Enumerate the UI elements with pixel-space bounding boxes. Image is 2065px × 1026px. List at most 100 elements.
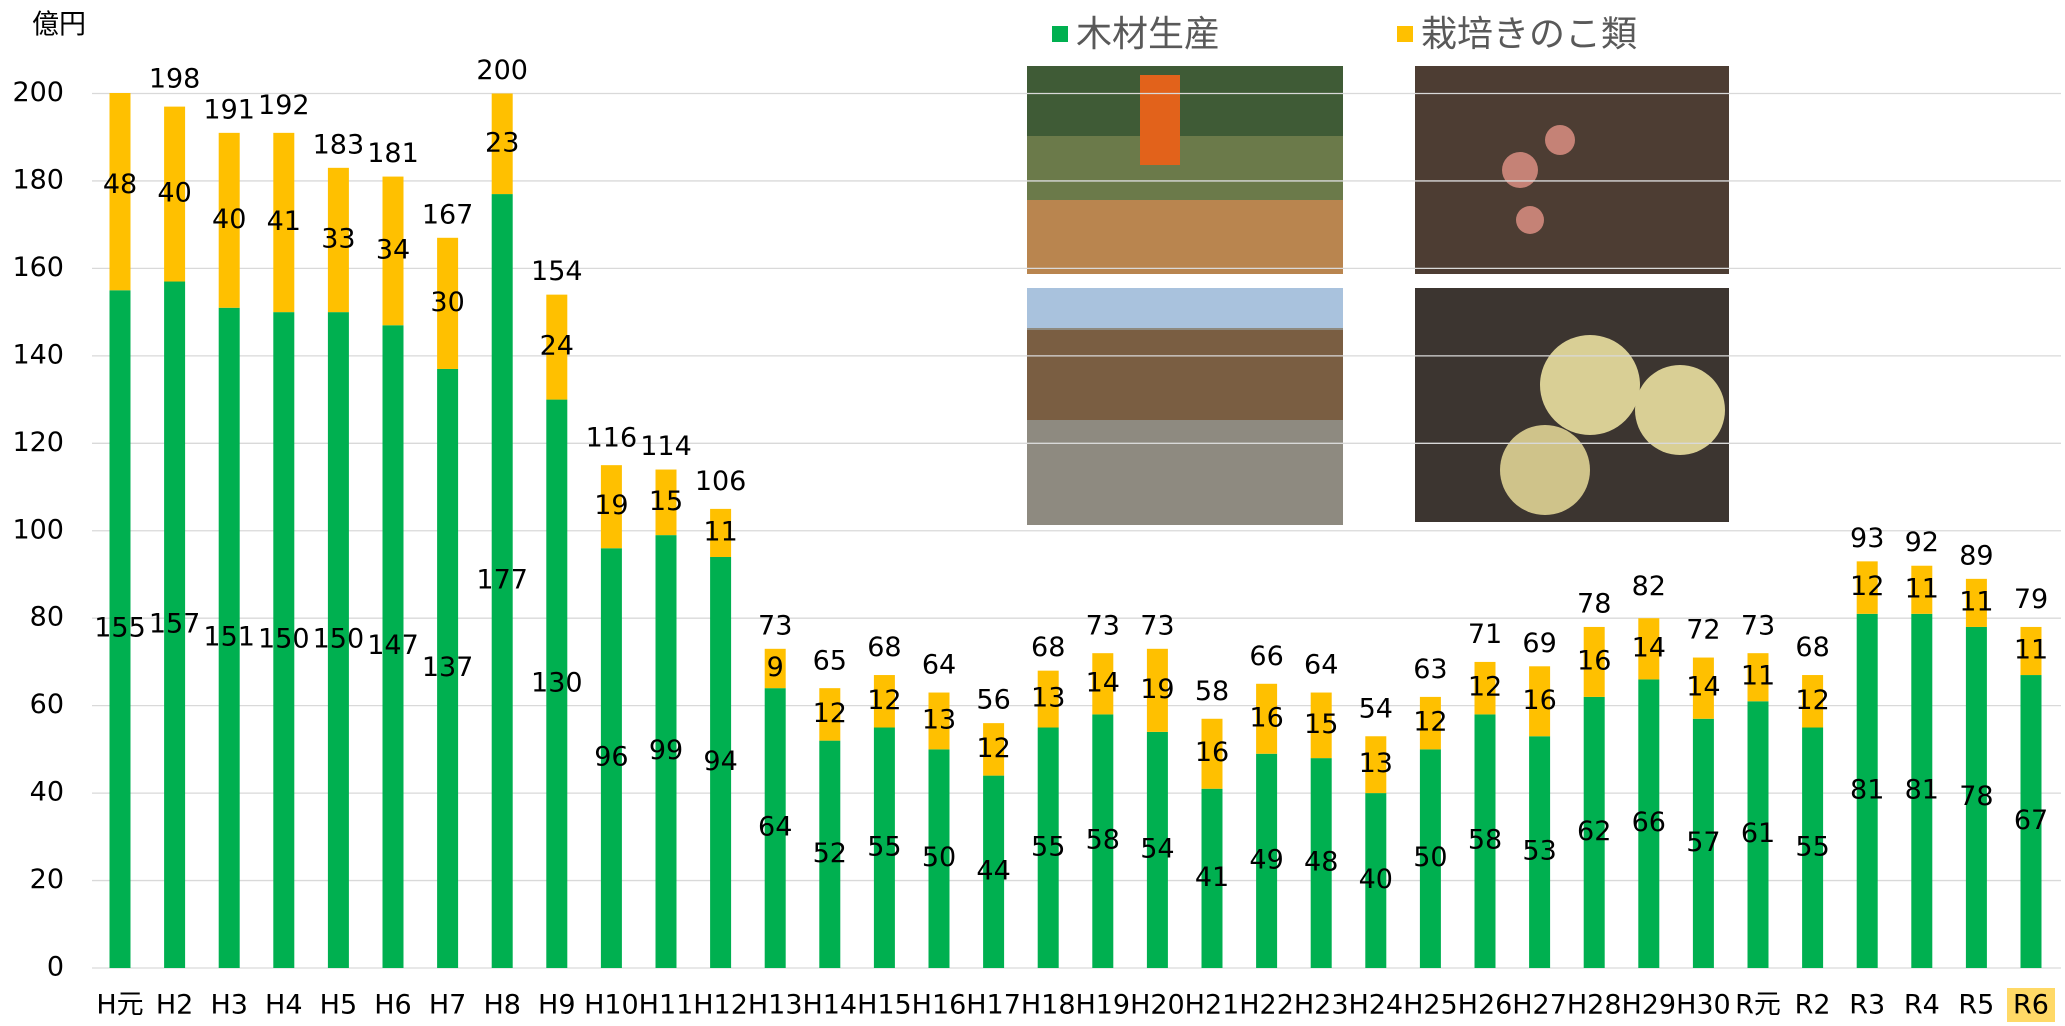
y-tick-label: 160 (12, 252, 64, 283)
data-label: 64 (758, 812, 792, 843)
x-tick-label: H20 (1130, 990, 1185, 1021)
data-label: 151 (203, 621, 255, 652)
y-tick-label: 60 (30, 689, 64, 720)
x-tick-label: H26 (1458, 990, 1513, 1021)
data-label: 13 (1359, 748, 1393, 779)
data-label: 16 (1195, 737, 1229, 768)
data-label: 11 (703, 516, 737, 547)
x-tick-label: R6 (2013, 990, 2049, 1021)
data-label: 44 (976, 855, 1010, 886)
total-label: 69 (1522, 628, 1556, 659)
data-label: 14 (1086, 667, 1120, 698)
bar-segment (1965, 578, 1987, 627)
x-tick-label: H19 (1075, 990, 1130, 1021)
bar-segment (1365, 793, 1387, 968)
bar-segment (382, 176, 404, 326)
bar-segment (600, 548, 622, 968)
x-tick-label: H30 (1676, 990, 1731, 1021)
bar-segment (1474, 714, 1496, 968)
bar-segment (1856, 613, 1878, 968)
bar-segment (1474, 661, 1496, 715)
x-tick-label: H10 (584, 990, 639, 1021)
total-label: 154 (531, 256, 583, 287)
total-label: 56 (976, 685, 1010, 716)
data-label: 50 (922, 842, 956, 873)
bar-segment (1419, 749, 1441, 968)
data-label: 12 (1795, 685, 1829, 716)
data-label: 155 (94, 613, 146, 644)
legend-label: 栽培きのこ類 (1421, 14, 1637, 55)
data-label: 19 (594, 490, 628, 521)
total-label: 200 (476, 55, 528, 86)
x-tick-label: R2 (1795, 990, 1831, 1021)
bar-segment (2020, 626, 2042, 676)
x-tick-label: H7 (429, 990, 466, 1021)
bar-segment (710, 556, 732, 968)
total-label: 58 (1195, 676, 1229, 707)
total-label: 66 (1249, 641, 1283, 672)
x-tick-label: H21 (1185, 990, 1240, 1021)
data-label: 41 (1195, 862, 1229, 893)
x-tick-label: R5 (1958, 990, 1994, 1021)
photos (1027, 66, 1729, 525)
x-tick-label: H8 (483, 990, 520, 1021)
data-label: 24 (540, 331, 574, 362)
bar-segment (1692, 657, 1714, 719)
bar-segment (1747, 653, 1769, 702)
data-label: 67 (2014, 805, 2048, 836)
data-label: 40 (212, 204, 246, 235)
bar-segment (109, 290, 131, 968)
total-label: 73 (758, 610, 792, 641)
total-label: 68 (1031, 632, 1065, 663)
data-label: 66 (1632, 807, 1666, 838)
total-label: 192 (258, 90, 310, 121)
bar-segment (710, 508, 732, 557)
total-label: 167 (422, 199, 474, 230)
data-label: 81 (1905, 774, 1939, 805)
data-label: 78 (1959, 781, 1993, 812)
bar-segment (1802, 727, 1824, 968)
bar-segment (491, 194, 513, 968)
bars (109, 93, 2042, 969)
bar-segment (1092, 653, 1114, 715)
bar-segment (655, 469, 677, 536)
bar-segment (109, 93, 131, 291)
total-label: 93 (1850, 523, 1884, 554)
bar-segment (546, 399, 568, 968)
bar-segment (1146, 648, 1168, 732)
data-label: 57 (1686, 827, 1720, 858)
data-label: 96 (594, 742, 628, 773)
x-tick-label: H2 (156, 990, 193, 1021)
y-tick-label: 120 (12, 427, 64, 458)
y-tick-label: 100 (12, 514, 64, 545)
bar-segment (218, 307, 240, 968)
x-tick-label: H6 (374, 990, 411, 1021)
bar-segment (1911, 565, 1933, 614)
data-label: 49 (1249, 844, 1283, 875)
data-label: 13 (922, 704, 956, 735)
legend-label: 木材生産 (1076, 14, 1220, 55)
data-label: 48 (103, 169, 137, 200)
bar-segment (546, 294, 568, 400)
total-label: 82 (1632, 571, 1666, 602)
x-tick-label: H4 (265, 990, 302, 1021)
bar-segment (218, 132, 240, 308)
total-label: 181 (367, 138, 419, 169)
bar-segment (1037, 670, 1059, 728)
data-label: 30 (430, 287, 464, 318)
bar-segment (1802, 675, 1824, 728)
x-tick-label: R元 (1735, 990, 1781, 1021)
x-tick-label: H元 (96, 990, 143, 1021)
y-tick-label: 140 (12, 339, 64, 370)
bar-segment (1037, 727, 1059, 968)
data-label: 12 (1468, 672, 1502, 703)
data-label: 62 (1577, 816, 1611, 847)
bar-segment (1365, 736, 1387, 794)
bar-segment (600, 465, 622, 549)
data-label: 55 (1031, 831, 1065, 862)
bar-segment (437, 368, 459, 968)
total-label: 191 (203, 94, 255, 125)
data-label: 53 (1522, 836, 1556, 867)
unit-label: 億円 (32, 10, 86, 41)
x-tick-label: H24 (1348, 990, 1403, 1021)
